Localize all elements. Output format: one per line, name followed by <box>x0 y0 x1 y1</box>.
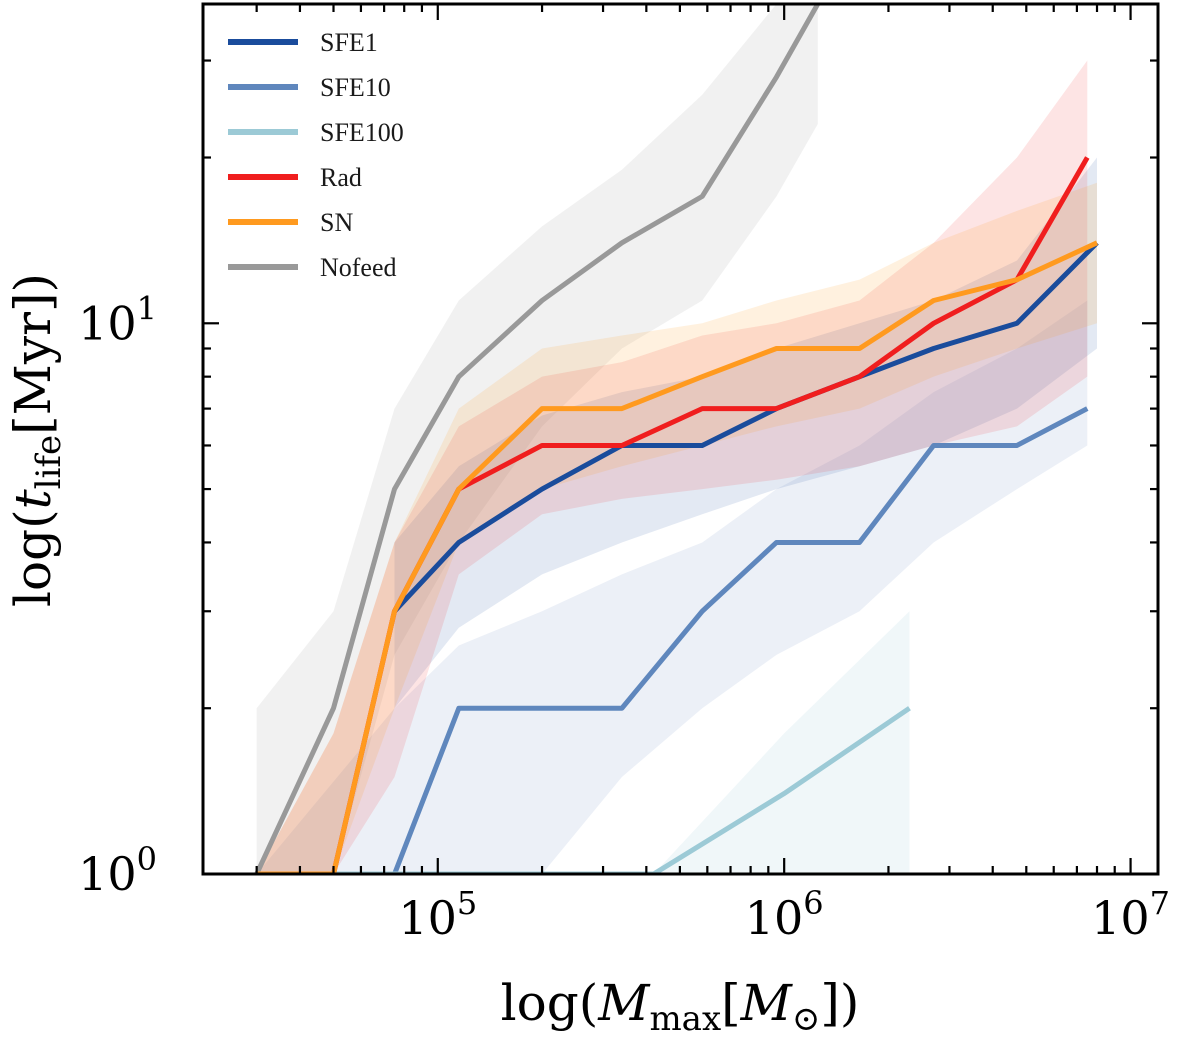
band-sfe10 <box>256 300 1088 874</box>
band-sfe1 <box>394 157 1098 709</box>
band-rad <box>256 60 1088 874</box>
x-tick-label: 106 <box>745 884 824 945</box>
legend-label-sfe1: SFE1 <box>320 28 378 57</box>
line-sfe1 <box>392 241 1099 613</box>
x-tick-label: 105 <box>398 884 477 945</box>
legend-label-sfe10: SFE10 <box>320 73 391 102</box>
y-axis-label: log(tlife[Myr]) <box>4 273 69 607</box>
series-lines <box>254 4 1099 874</box>
legend-label-sn: SN <box>320 208 353 237</box>
legend-label-rad: Rad <box>320 163 362 192</box>
legend: SFE1 SFE10 SFE100 Rad SN Nofeed <box>228 28 404 282</box>
y-tick-label: 101 <box>78 289 157 350</box>
axis-ticks: 105 106 107 100 101 <box>78 4 1170 945</box>
legend-label-nofeed: Nofeed <box>320 253 397 282</box>
band-sfe100 <box>256 611 910 874</box>
line-nofeed <box>254 4 820 874</box>
legend-label-sfe100: SFE100 <box>320 118 404 147</box>
line-sfe10 <box>256 406 1089 874</box>
line-sfe100 <box>256 706 911 874</box>
x-tick-label: 107 <box>1091 884 1170 945</box>
band-nofeed <box>256 4 818 874</box>
y-tick-label: 100 <box>78 840 157 901</box>
line-sn <box>256 240 1099 874</box>
x-axis-label: log(Mmax[M⊙]) <box>501 974 860 1037</box>
